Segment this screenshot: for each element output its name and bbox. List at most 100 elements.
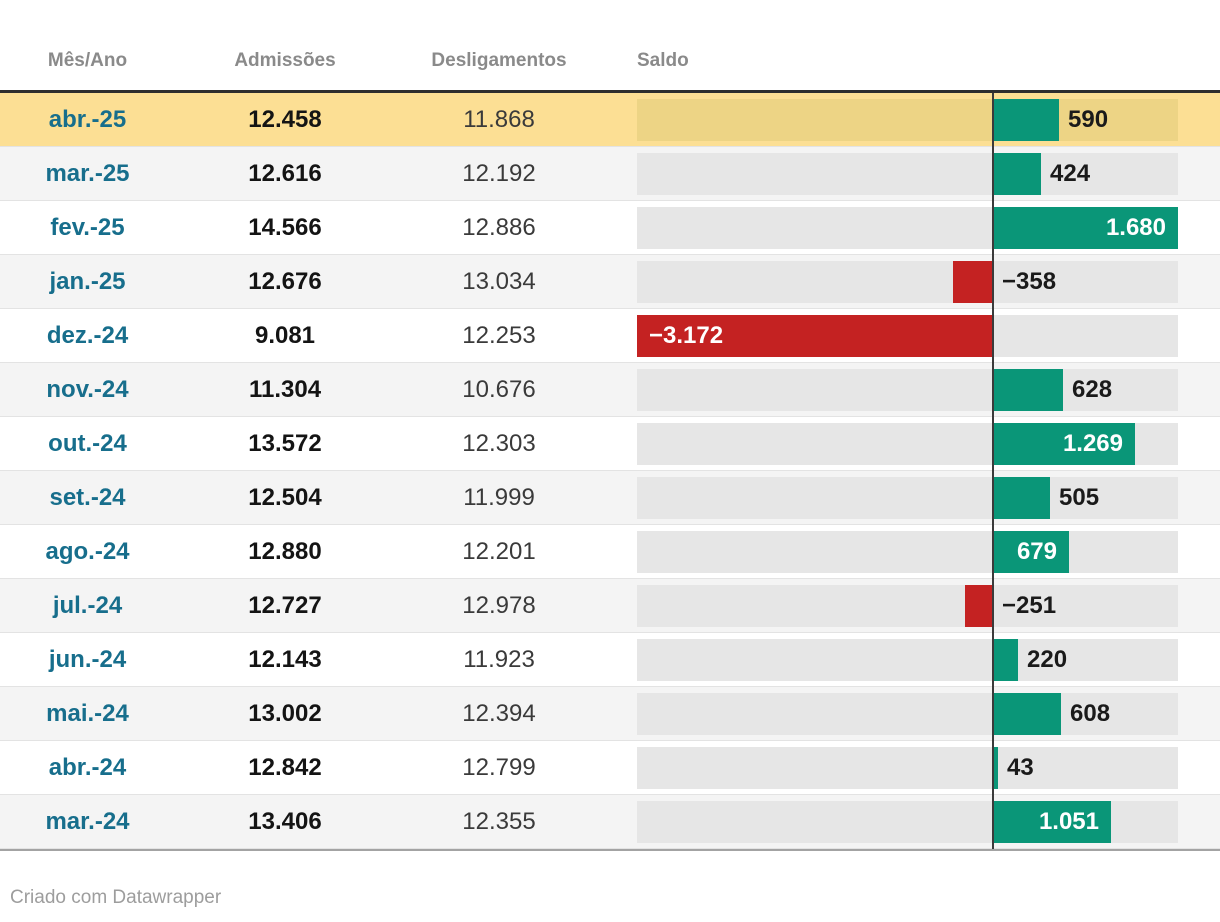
- saldo-value-label: −3.172: [649, 322, 724, 349]
- column-header-mes-ano: Mês/Ano: [47, 50, 128, 71]
- admissions-cell: 13.002: [248, 700, 322, 727]
- saldo-value-label: 424: [1050, 160, 1091, 187]
- dismissals-cell: 12.355: [462, 808, 536, 835]
- table-row: mar.-25 12.616 12.192 424: [0, 147, 1220, 201]
- month-cell: out.-24: [48, 430, 127, 457]
- dismissals-cell: 12.253: [462, 322, 536, 349]
- table-row: mar.-24 13.406 12.355 1.051: [0, 795, 1220, 849]
- admissions-cell: 9.081: [254, 322, 316, 349]
- admissions-cell: 12.616: [248, 160, 322, 187]
- saldo-value-label: 43: [1007, 754, 1034, 781]
- month-cell: mar.-24: [45, 808, 130, 835]
- saldo-bar-track: 1.269: [637, 423, 1178, 465]
- admissions-cell: 12.727: [248, 592, 322, 619]
- saldo-bar: [993, 531, 1069, 573]
- saldo-value-label: 1.269: [1062, 430, 1123, 457]
- dismissals-cell: 10.676: [462, 376, 536, 403]
- saldo-bar-track: −251: [637, 585, 1178, 627]
- saldo-bar-track: 505: [637, 477, 1178, 519]
- table-row: set.-24 12.504 11.999 505: [0, 471, 1220, 525]
- admissions-cell: 13.572: [248, 430, 322, 457]
- month-cell: abr.-24: [48, 754, 127, 781]
- zero-baseline: [992, 93, 994, 849]
- table-row: abr.-25 12.458 11.868 590: [0, 93, 1220, 147]
- column-header-desligamentos: Desligamentos: [431, 50, 567, 71]
- saldo-bar: [993, 693, 1061, 735]
- month-cell: ago.-24: [45, 538, 130, 565]
- column-header-admissoes: Admissões: [234, 50, 336, 71]
- saldo-bar-track: −358: [637, 261, 1178, 303]
- table-body: abr.-25 12.458 11.868 590 mar.-25 12.616 12.19…: [0, 93, 1220, 849]
- saldo-bar: [993, 747, 998, 789]
- datawrapper-credit-link[interactable]: Criado com Datawrapper: [10, 887, 222, 908]
- month-cell: nov.-24: [46, 376, 129, 403]
- month-cell: mai.-24: [46, 700, 129, 727]
- saldo-value-label: 1.051: [1038, 808, 1099, 835]
- table-row: out.-24 13.572 12.303 1.269: [0, 417, 1220, 471]
- saldo-bar-track: 1.051: [637, 801, 1178, 843]
- saldo-bar: [993, 423, 1135, 465]
- table-header: Mês/Ano Admissões Desligamentos Saldo: [0, 0, 1220, 90]
- saldo-bar: [993, 801, 1111, 843]
- saldo-bar: [965, 585, 993, 627]
- admissions-cell: 12.504: [248, 484, 322, 511]
- saldo-value-label: −358: [1002, 268, 1057, 295]
- dismissals-cell: 13.034: [462, 268, 536, 295]
- saldo-bar-track: 628: [637, 369, 1178, 411]
- saldo-value-label: 220: [1027, 646, 1068, 673]
- dismissals-cell: 11.999: [463, 484, 535, 511]
- saldo-value-label: 590: [1068, 106, 1109, 133]
- dismissals-cell: 11.868: [463, 106, 535, 133]
- saldo-bar: [993, 99, 1059, 141]
- admissions-cell: 12.458: [248, 106, 322, 133]
- header-divider: [0, 90, 1220, 93]
- saldo-value-label: 628: [1072, 376, 1113, 403]
- saldo-bar-track: 590: [637, 99, 1178, 141]
- saldo-bar-track: −3.172: [637, 315, 1178, 357]
- saldo-bar: [993, 153, 1041, 195]
- saldo-bar: [993, 639, 1018, 681]
- saldo-bar: [953, 261, 993, 303]
- saldo-bar: [993, 369, 1063, 411]
- saldo-value-label: −251: [1002, 592, 1057, 619]
- saldo-bar-track: 43: [637, 747, 1178, 789]
- month-cell: fev.-25: [50, 214, 125, 241]
- admissions-cell: 13.406: [248, 808, 322, 835]
- month-cell: mar.-25: [45, 160, 130, 187]
- dismissals-cell: 12.201: [462, 538, 536, 565]
- saldo-bar-track: 679: [637, 531, 1178, 573]
- table-row: jun.-24 12.143 11.923 220: [0, 633, 1220, 687]
- saldo-bar-track: 608: [637, 693, 1178, 735]
- table-row: ago.-24 12.880 12.201 679: [0, 525, 1220, 579]
- saldo-value-label: 505: [1059, 484, 1100, 511]
- admissions-cell: 12.842: [248, 754, 322, 781]
- table-row: mai.-24 13.002 12.394 608: [0, 687, 1220, 741]
- month-cell: set.-24: [49, 484, 126, 511]
- admissions-cell: 12.143: [248, 646, 322, 673]
- saldo-bar-track: 1.680: [637, 207, 1178, 249]
- dismissals-cell: 12.192: [462, 160, 536, 187]
- saldo-value-label: 1.680: [1105, 214, 1166, 241]
- table-row: jan.-25 12.676 13.034 −358: [0, 255, 1220, 309]
- dismissals-cell: 12.303: [462, 430, 536, 457]
- table-row: nov.-24 11.304 10.676 628: [0, 363, 1220, 417]
- saldo-value-label: 679: [1016, 538, 1057, 565]
- dismissals-cell: 12.978: [462, 592, 536, 619]
- month-cell: jul.-24: [52, 592, 123, 619]
- dismissals-cell: 12.394: [462, 700, 536, 727]
- admissions-cell: 12.676: [248, 268, 322, 295]
- admissions-cell: 11.304: [248, 376, 322, 403]
- dismissals-cell: 11.923: [463, 646, 535, 673]
- table-row: dez.-24 9.081 12.253 −3.172: [0, 309, 1220, 363]
- table-bottom-divider: [0, 849, 1220, 851]
- column-header-saldo: Saldo: [637, 50, 689, 71]
- dismissals-cell: 12.799: [462, 754, 536, 781]
- saldo-bar: [993, 207, 1178, 249]
- saldo-bar: [993, 477, 1050, 519]
- table-row: abr.-24 12.842 12.799 43: [0, 741, 1220, 795]
- table-row: fev.-25 14.566 12.886 1.680: [0, 201, 1220, 255]
- saldo-bar: [637, 315, 993, 357]
- dismissals-cell: 12.886: [462, 214, 536, 241]
- saldo-value-label: 608: [1070, 700, 1111, 727]
- saldo-bar-track: 220: [637, 639, 1178, 681]
